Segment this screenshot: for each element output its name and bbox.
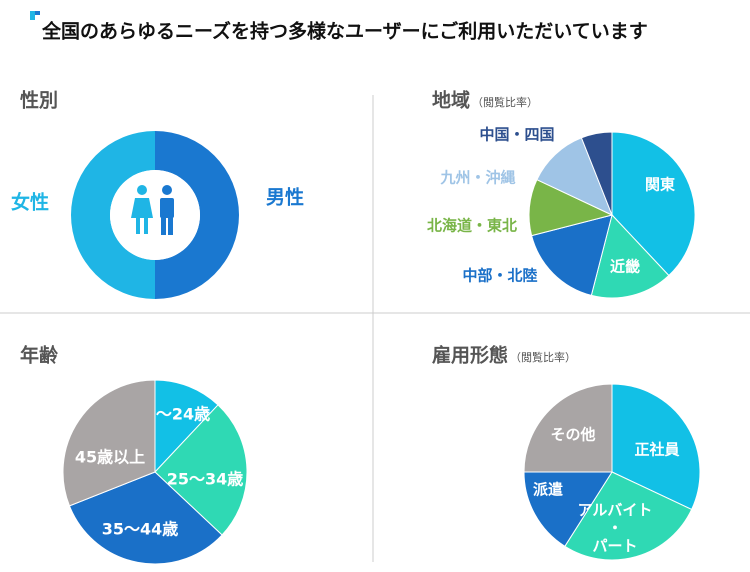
slice	[523, 471, 613, 547]
slice-label: 近畿	[610, 258, 640, 276]
slice-label: 正社員	[634, 441, 679, 459]
slice	[68, 471, 223, 565]
slice-label: アルバイト・パート	[578, 501, 653, 555]
slice-label: 35～44歳	[102, 520, 179, 539]
section-title: 雇用形態	[432, 344, 508, 367]
slice-label: 九州・沖縄	[439, 169, 515, 187]
slice-label: ～24歳	[156, 405, 210, 424]
slice-label: 25～34歳	[167, 470, 244, 489]
slice-label: 関東	[645, 176, 675, 194]
slice-label: 派遣	[533, 481, 563, 499]
slice-label: 中国・四国	[479, 126, 554, 144]
person-icon	[131, 185, 174, 235]
slice	[611, 383, 701, 511]
donut-hole	[110, 170, 200, 260]
slice	[154, 379, 219, 474]
section-subtitle: （閲覧比率）	[510, 350, 576, 364]
slice	[580, 131, 613, 216]
logo-mark	[35, 11, 40, 15]
slice-label: 中部・北陸	[462, 267, 537, 285]
slice-label: 45歳以上	[75, 448, 145, 467]
slice-label: 女性	[11, 191, 49, 214]
section-title: 年齢	[20, 344, 59, 367]
slice	[611, 131, 696, 277]
slice	[155, 131, 239, 299]
slice	[71, 131, 155, 299]
slice-label: 男性	[266, 186, 304, 209]
section-subtitle: （閲覧比率）	[472, 95, 538, 109]
slice-label: 北海道・東北	[427, 217, 517, 235]
slice	[530, 214, 613, 297]
slice	[590, 213, 670, 299]
slice	[536, 137, 613, 216]
slice	[62, 379, 156, 507]
logo-mark	[30, 11, 35, 20]
section-title: 地域	[432, 89, 470, 112]
slice-label: その他	[550, 426, 595, 444]
section-title: 性別	[20, 89, 58, 112]
slice	[564, 471, 693, 561]
page-title: 全国のあらゆるニーズを持つ多様なユーザーにご利用いただいています	[41, 20, 648, 43]
slice	[154, 404, 248, 536]
slice	[523, 383, 613, 473]
